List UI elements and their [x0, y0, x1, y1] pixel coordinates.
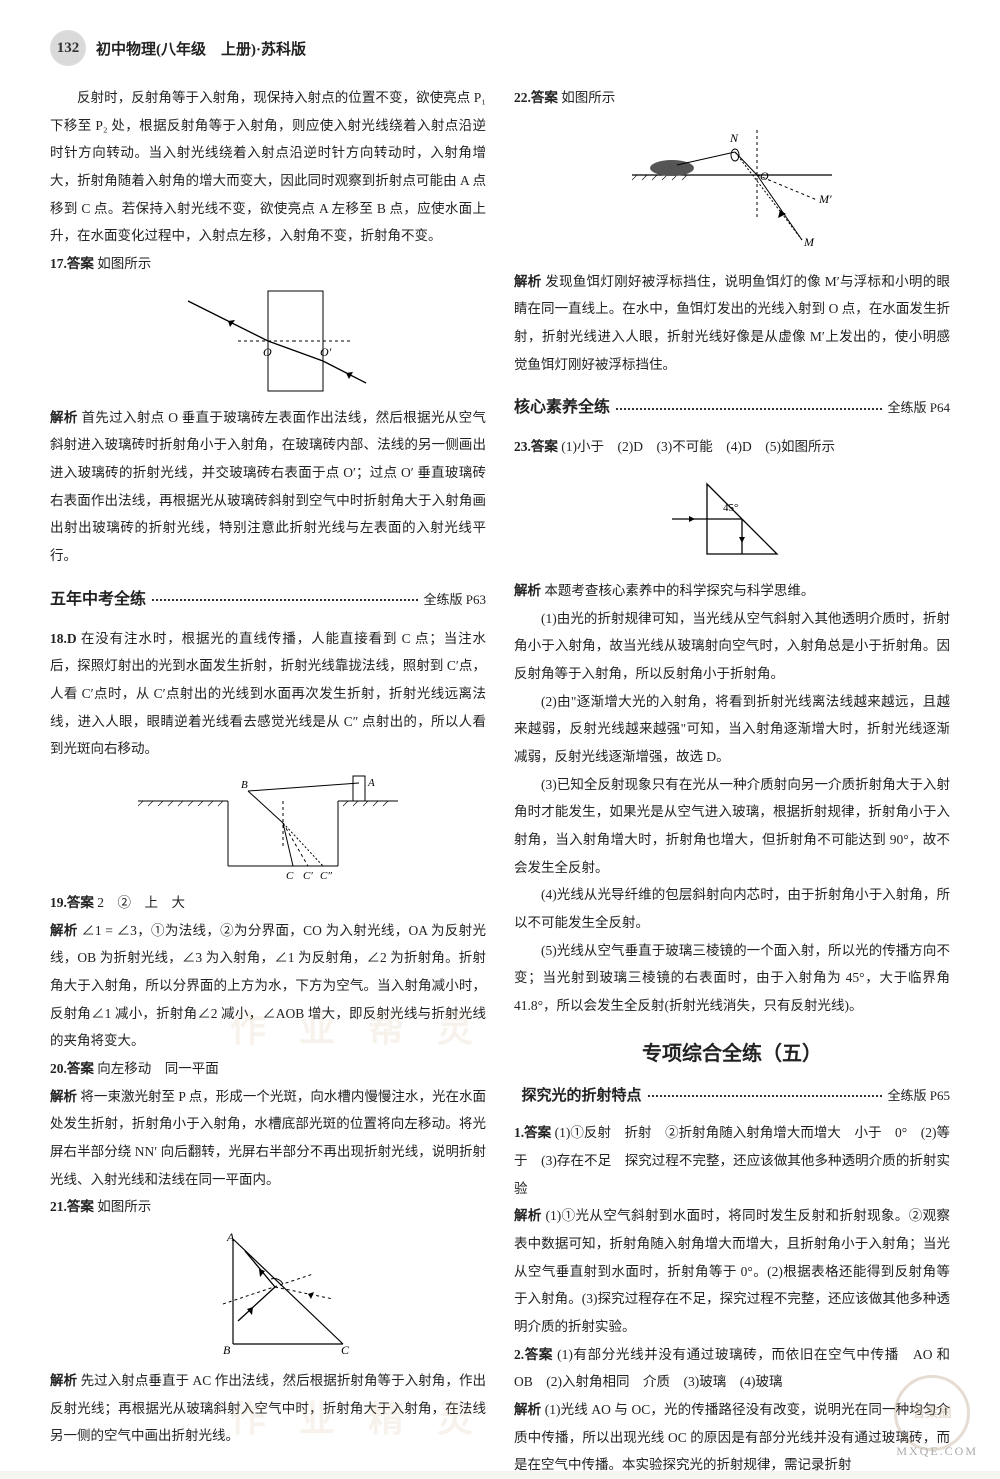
svg-text:B: B: [223, 1343, 231, 1357]
svg-text:C′: C′: [303, 870, 313, 881]
q19-jiexi: 解析 ∠1 = ∠3，①为法线，②为分界面，CO 为入射光线，OA 为反射光线，…: [50, 917, 486, 1055]
b1-label: 1.答案: [514, 1125, 551, 1140]
left-column: 反射时，反射角等于入射角，现保持入射点的位置不变，欲使亮点 P₁ 下移至 P₂ …: [50, 84, 486, 1479]
b1-jiexi: 解析 (1)①光从空气斜射到水面时，将同时发生反射和折射现象。②观察表中数据可知…: [514, 1202, 950, 1340]
fig-22: O M′ M N: [514, 120, 950, 260]
b2-jiexi: 解析 (1)光线 AO 与 OC，光的传播路径没有改变，说明光在同一种均匀介质中…: [514, 1396, 950, 1479]
zhx-ref: 全练版 P65: [888, 1083, 950, 1110]
header-title: 初中物理(八年级 上册)·苏科版: [96, 38, 306, 59]
b2-jiexi-label: 解析: [514, 1402, 541, 1417]
p16-continued: 反射时，反射角等于入射角，现保持入射点的位置不变，欲使亮点 P₁ 下移至 P₂ …: [50, 84, 486, 250]
section-zk-ref: 全练版 P63: [424, 587, 486, 614]
q20-ans: 向左移动 同一平面: [97, 1061, 219, 1076]
dots: [616, 408, 882, 410]
svg-text:45°: 45°: [723, 502, 738, 514]
svg-text:M: M: [803, 235, 815, 249]
section-zk-title: 五年中考全练: [50, 584, 146, 617]
b1: 1.答案 (1)①反射 折射 ②折射角随入射角增大而增大 小于 0° (2)等于…: [514, 1119, 950, 1202]
svg-text:C: C: [341, 1343, 350, 1357]
q17: 17.答案 如图所示: [50, 250, 486, 278]
q22: 22.答案 如图所示: [514, 84, 950, 112]
fig-17: O O′: [50, 286, 486, 396]
q23-p1: (1)由光的折射规律可知，当光线从空气斜射入其他透明介质时，折射角小于入射角，故…: [514, 605, 950, 688]
svg-text:M′: M′: [818, 192, 832, 206]
q23-p2: (2)由"逐渐增大光的入射角，将看到折射光线离法线越来越远，且越来越弱，反射光线…: [514, 688, 950, 771]
q23-label: 23.答案: [514, 439, 558, 454]
zhx-subrow: x 探究光的折射特点 全练版 P65: [514, 1081, 950, 1112]
svg-text:A: A: [226, 1230, 235, 1244]
b1-ans: (1)①反射 折射 ②折射角随入射角增大而增大 小于 0° (2)等于 (3)存…: [514, 1125, 950, 1195]
q17-jiexi-label: 解析: [50, 410, 78, 425]
svg-text:A: A: [367, 777, 375, 789]
q21-label: 21.答案: [50, 1199, 94, 1214]
q19-jiexi-label: 解析: [50, 923, 78, 938]
q17-label: 17.答案: [50, 256, 94, 271]
q23-ans: (1)小于 (2)D (3)不可能 (4)D (5)如图所示: [561, 439, 835, 454]
q21-jiexi: 解析 先过入射点垂直于 AC 作出法线，然后根据折射角等于入射角，作出反射光线；…: [50, 1367, 486, 1450]
b2-label: 2.答案: [514, 1347, 553, 1362]
fig-23: 45°: [514, 469, 950, 569]
q22-label: 22.答案: [514, 90, 558, 105]
q18-label: 18.D: [50, 631, 77, 646]
stamp-icon: 答案圈: [894, 1375, 970, 1451]
page: 132 初中物理(八年级 上册)·苏科版 反射时，反射角等于入射角，现保持入射点…: [0, 0, 1000, 1471]
b1-jiexi-text: (1)①光从空气斜射到水面时，将同时发生反射和折射现象。②观察表中数据可知，折射…: [514, 1208, 950, 1334]
q19-ans: 2 ② 上 大: [97, 895, 185, 910]
q22-jiexi-text: 发现鱼饵灯刚好被浮标挡住，说明鱼饵灯的像 M′与浮标和小明的眼睛在同一直线上。在…: [514, 274, 950, 372]
q18-text: 在没有注水时，根据光的直线传播，人能直接看到 C 点；当注水后，探照灯射出的光到…: [50, 631, 486, 757]
q20: 20.答案 向左移动 同一平面: [50, 1055, 486, 1083]
q19: 19.答案 2 ② 上 大: [50, 889, 486, 917]
q20-jiexi-text: 将一束激光射至 P 点，形成一个光斑，向水槽内慢慢注水，光在水面处发生折射，折射…: [50, 1089, 486, 1187]
q23-jiexi-label: 解析: [514, 583, 541, 598]
zhx-title: 专项综合全练（五）: [514, 1034, 950, 1075]
b2-ans: (1)有部分光线并没有通过玻璃砖，而依旧在空气中传播 AO 和 OB (2)入射…: [514, 1347, 950, 1390]
section-hx-ref: 全练版 P64: [888, 395, 950, 422]
q20-jiexi: 解析 将一束激光射至 P 点，形成一个光斑，向水槽内慢慢注水，光在水面处发生折射…: [50, 1083, 486, 1194]
zhx-sub: 探究光的折射特点: [522, 1081, 642, 1112]
q21-ans: 如图所示: [97, 1199, 151, 1214]
b1-jiexi-label: 解析: [514, 1208, 542, 1223]
q17-jiexi-text: 首先过入射点 O 垂直于玻璃砖左表面作出法线，然后根据光从空气斜射进入玻璃砖时折…: [50, 410, 486, 563]
fig-18: B A C C′ C″: [50, 771, 486, 881]
svg-text:C: C: [286, 870, 294, 881]
q23: 23.答案 (1)小于 (2)D (3)不可能 (4)D (5)如图所示: [514, 433, 950, 461]
page-number-badge: 132: [50, 30, 86, 66]
q22-jiexi-label: 解析: [514, 274, 542, 289]
q20-label: 20.答案: [50, 1061, 94, 1076]
q18: 18.D 在没有注水时，根据光的直线传播，人能直接看到 C 点；当注水后，探照灯…: [50, 625, 486, 763]
q21-jiexi-text: 先过入射点垂直于 AC 作出法线，然后根据折射角等于入射角，作出反射光线；再根据…: [50, 1373, 486, 1443]
watermark-url: MXQE.COM: [896, 1444, 978, 1459]
page-header: 132 初中物理(八年级 上册)·苏科版: [50, 30, 950, 66]
two-columns: 反射时，反射角等于入射角，现保持入射点的位置不变，欲使亮点 P₁ 下移至 P₂ …: [50, 84, 950, 1479]
section-hexin: 核心素养全练 全练版 P64: [514, 392, 950, 425]
q23-p3: (3)已知全反射现象只有在光从一种介质射向另一介质折射角大于入射角时才能发生，如…: [514, 771, 950, 882]
right-column: 22.答案 如图所示 O M′: [514, 84, 950, 1479]
svg-text:B: B: [241, 779, 248, 791]
section-hx-title: 核心素养全练: [514, 392, 610, 425]
svg-text:N: N: [729, 131, 739, 145]
q21-jiexi-label: 解析: [50, 1373, 77, 1388]
q21: 21.答案 如图所示: [50, 1193, 486, 1221]
svg-text:O′: O′: [320, 345, 332, 359]
svg-text:C″: C″: [320, 870, 332, 881]
q17-jiexi: 解析 首先过入射点 O 垂直于玻璃砖左表面作出法线，然后根据光从空气斜射进入玻璃…: [50, 404, 486, 570]
dots: [152, 599, 418, 601]
q19-jiexi-text: ∠1 = ∠3，①为法线，②为分界面，CO 为入射光线，OA 为反射光线，OB …: [50, 923, 486, 1049]
q22-ans: 如图所示: [561, 90, 615, 105]
q23-jiexi: 解析 本题考查核心素养中的科学探究与科学思维。: [514, 577, 950, 605]
q19-label: 19.答案: [50, 895, 94, 910]
b2: 2.答案 (1)有部分光线并没有通过玻璃砖，而依旧在空气中传播 AO 和 OB …: [514, 1341, 950, 1396]
b2-jiexi-text: (1)光线 AO 与 OC，光的传播路径没有改变，说明光在同一种均匀介质中传播，…: [514, 1402, 950, 1472]
dots: [648, 1095, 882, 1097]
section-zhongkao: 五年中考全练 全练版 P63: [50, 584, 486, 617]
q22-jiexi: 解析 发现鱼饵灯刚好被浮标挡住，说明鱼饵灯的像 M′与浮标和小明的眼睛在同一直线…: [514, 268, 950, 379]
q17-ans: 如图所示: [97, 256, 151, 271]
fig-21: A B C: [50, 1229, 486, 1359]
q23-jiexi-lead: 本题考查核心素养中的科学探究与科学思维。: [544, 583, 814, 598]
q20-jiexi-label: 解析: [50, 1089, 77, 1104]
svg-text:O: O: [263, 345, 272, 359]
q23-p5: (5)光线从空气垂直于玻璃三棱镜的一个面入射，所以光的传播方向不变；当光射到玻璃…: [514, 937, 950, 1020]
q23-p4: (4)光线从光导纤维的包层斜射向内芯时，由于折射角小于入射角，所以不可能发生全反…: [514, 881, 950, 936]
